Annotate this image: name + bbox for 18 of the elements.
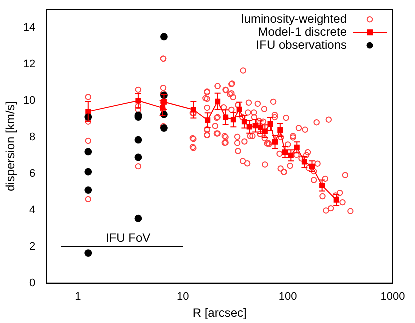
y-tick-label: 2 <box>30 240 36 253</box>
x-tick-label: 100 <box>278 291 298 304</box>
y-tick-label: 4 <box>30 204 36 216</box>
y-tick-label: 12 <box>23 58 36 70</box>
legend-label: luminosity-weighted <box>242 12 347 26</box>
x-axis-title: R [arcsec] <box>192 306 247 320</box>
y-tick-label: 0 <box>30 277 36 290</box>
x-tick-label: 1 <box>75 291 82 304</box>
y-axis-title: dispersion [km/s] <box>4 101 18 192</box>
x-tick-label: 10 <box>177 291 190 304</box>
x-tick-label: 1000 <box>380 291 406 304</box>
legend-label: Model-1 discrete <box>258 24 348 39</box>
y-tick-label: 8 <box>30 131 36 144</box>
legend-label: IFU observations <box>256 38 347 52</box>
annotation: IFU FoV <box>106 231 151 246</box>
y-tick-label: 6 <box>30 168 36 180</box>
y-tick-label: 10 <box>23 94 36 107</box>
y-tick-label: 14 <box>23 22 36 34</box>
